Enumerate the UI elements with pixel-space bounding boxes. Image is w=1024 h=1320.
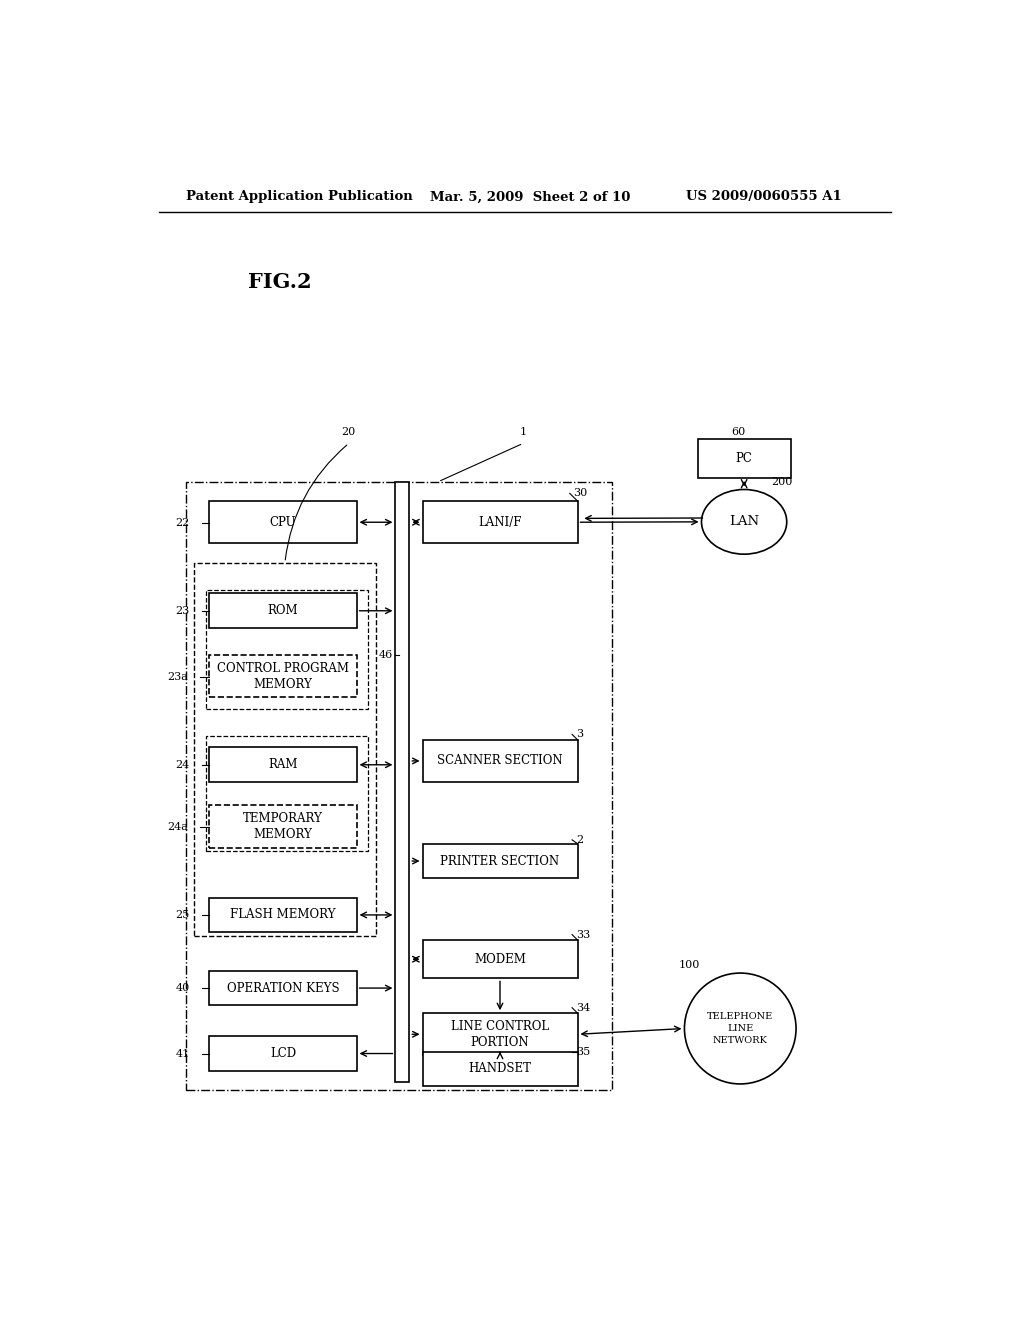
Text: RAM: RAM [268,758,298,771]
Bar [423,843,578,878]
Bar [209,970,356,1006]
Bar [194,562,376,936]
Text: FIG.2: FIG.2 [248,272,311,292]
Text: OPERATION KEYS: OPERATION KEYS [226,982,339,994]
Ellipse shape [701,490,786,554]
Text: 25: 25 [176,911,190,920]
Bar [209,655,356,697]
Bar [206,737,369,851]
Text: CPU: CPU [269,516,296,529]
Text: LANI/F: LANI/F [478,516,522,529]
Bar [209,747,356,781]
Text: 20: 20 [342,426,356,437]
Text: CONTROL PROGRAM
MEMORY: CONTROL PROGRAM MEMORY [217,661,349,690]
Bar [423,739,578,781]
Text: US 2009/0060555 A1: US 2009/0060555 A1 [686,190,842,203]
Text: 22: 22 [176,517,190,528]
Text: FLASH MEMORY: FLASH MEMORY [230,908,336,921]
Text: 23: 23 [176,606,190,616]
Text: 41: 41 [176,1049,190,1059]
Text: 200: 200 [771,477,793,487]
Text: HANDSET: HANDSET [469,1063,531,1076]
Text: 1: 1 [520,426,526,437]
Text: 2: 2 [575,834,583,845]
Text: PRINTER SECTION: PRINTER SECTION [440,854,559,867]
Bar [209,594,356,628]
Text: 24a: 24a [168,822,188,832]
Bar [186,482,612,1090]
Text: TEMPORARY
MEMORY: TEMPORARY MEMORY [243,812,323,841]
Text: LCD: LCD [270,1047,296,1060]
Bar [423,502,578,544]
Text: 34: 34 [575,1003,590,1012]
Bar [209,502,356,544]
Bar [423,1052,578,1086]
Text: TELEPHONE
LINE
NETWORK: TELEPHONE LINE NETWORK [708,1012,773,1045]
Text: 3: 3 [575,730,583,739]
Text: 100: 100 [678,960,699,970]
Text: 24: 24 [176,760,190,770]
Bar [209,898,356,932]
Bar [423,940,578,978]
Text: 23a: 23a [168,672,188,681]
Text: 46: 46 [379,649,393,660]
Text: 40: 40 [176,983,190,994]
Text: ROM: ROM [267,605,298,618]
Text: 30: 30 [573,488,588,499]
Text: SCANNER SECTION: SCANNER SECTION [437,755,563,767]
Text: Mar. 5, 2009  Sheet 2 of 10: Mar. 5, 2009 Sheet 2 of 10 [430,190,631,203]
Bar [697,440,791,478]
Text: MODEM: MODEM [474,953,526,966]
Text: 35: 35 [575,1047,590,1056]
Bar [395,482,410,1082]
Bar [209,1036,356,1071]
Text: Patent Application Publication: Patent Application Publication [186,190,413,203]
Circle shape [684,973,796,1084]
Bar [423,1014,578,1056]
Text: LINE CONTROL
PORTION: LINE CONTROL PORTION [451,1020,549,1049]
Text: LAN: LAN [729,515,759,528]
Bar [206,590,369,709]
Text: PC: PC [735,453,753,465]
Bar [209,805,356,847]
Text: 33: 33 [575,929,590,940]
Text: 60: 60 [731,426,745,437]
